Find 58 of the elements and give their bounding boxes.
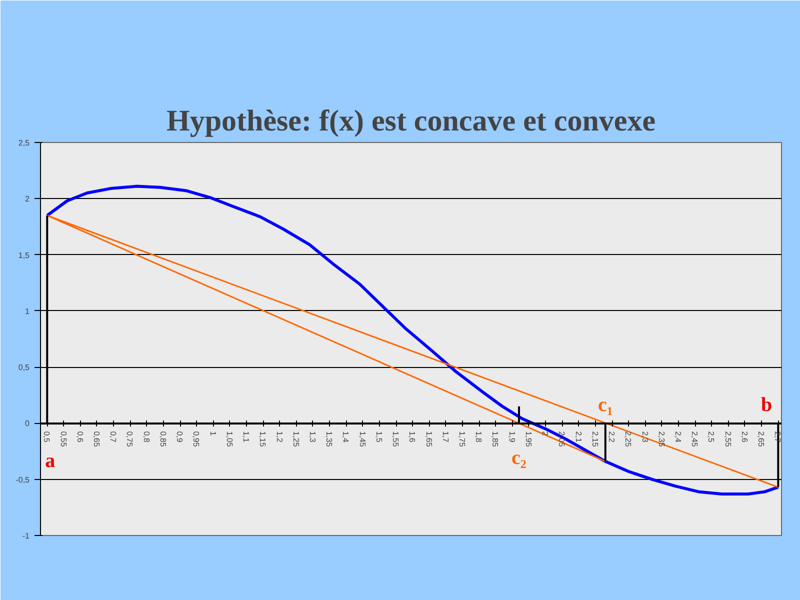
x-tick-label: 1,3	[308, 431, 317, 443]
x-tick-label: 2,5	[706, 431, 716, 443]
y-tick-label: 1	[25, 306, 30, 316]
y-tick-label: 2	[25, 194, 30, 204]
x-tick-label: 2,35	[656, 431, 666, 448]
y-tick-label: 1,5	[18, 250, 30, 260]
y-tick-label: 0	[25, 419, 30, 428]
x-tick-label: 2,6	[740, 431, 749, 443]
x-tick-label: 2,45	[690, 431, 700, 448]
x-tick-label: 0,55	[58, 431, 68, 448]
x-tick-label: 1,85	[490, 431, 500, 448]
y-tick-label: 2,5	[18, 138, 30, 148]
x-tick-label: 1,95	[524, 431, 533, 448]
annotation: c₂	[512, 447, 526, 470]
y-tick-label: -0,5	[16, 475, 30, 484]
y-tick-label: 0,5	[18, 363, 30, 372]
x-tick-label: 2,7	[773, 431, 782, 443]
chart-title: Hypothèse: f(x) est concave et convexe	[166, 104, 656, 138]
y-tick-label: -1	[22, 532, 30, 540]
x-tick-label: 1,2	[274, 431, 284, 443]
x-tick-label: 0,95	[192, 431, 201, 448]
x-tick-label: 1,9	[507, 431, 516, 443]
x-tick-label: 1,25	[291, 431, 300, 448]
x-tick-label: 0,5	[42, 431, 52, 443]
x-tick-label: 0,65	[92, 431, 101, 448]
annotation: b	[761, 394, 772, 416]
annotation: c₁	[598, 394, 613, 416]
x-tick-label: 0,7	[108, 431, 118, 443]
x-tick-label: 0,85	[158, 431, 168, 448]
x-tick-label: 1,45	[358, 431, 367, 448]
x-tick-label: 0,9	[175, 431, 184, 443]
x-tick-label: 2,05	[557, 431, 566, 448]
x-tick-label: 2,25	[624, 431, 633, 448]
x-tick-label: 0,6	[75, 431, 84, 443]
x-tick-label: 2	[540, 431, 550, 436]
x-tick-label: 1,1	[242, 431, 251, 443]
x-tick-label: 2,15	[590, 431, 600, 448]
x-tick-label: 2,55	[723, 431, 732, 448]
x-tick-label: 1,55	[391, 431, 400, 448]
x-tick-label: 2,1	[574, 431, 583, 443]
x-tick-label: 0,8	[142, 431, 151, 443]
x-tick-label: 1,65	[424, 431, 434, 448]
x-tick-label: 1,4	[341, 431, 350, 443]
x-tick-label: 2,2	[607, 431, 616, 443]
x-tick-label: 1,7	[440, 431, 450, 443]
x-tick-label: 1	[208, 431, 218, 436]
x-tick-label: 1,5	[374, 431, 384, 443]
x-tick-label: 1,15	[258, 431, 268, 448]
x-tick-label: 2,4	[673, 431, 682, 443]
x-tick-label: 2,3	[640, 431, 650, 443]
x-tick-label: 1,8	[474, 431, 484, 443]
x-tick-label: 1,35	[324, 431, 334, 448]
x-tick-label: 1,6	[408, 431, 417, 443]
x-tick-label: 0,75	[125, 431, 134, 448]
x-tick-label: 2,65	[756, 431, 766, 448]
annotation: a	[45, 450, 56, 472]
x-tick-label: 1,75	[458, 431, 467, 448]
x-tick-label: 1,05	[224, 431, 234, 448]
